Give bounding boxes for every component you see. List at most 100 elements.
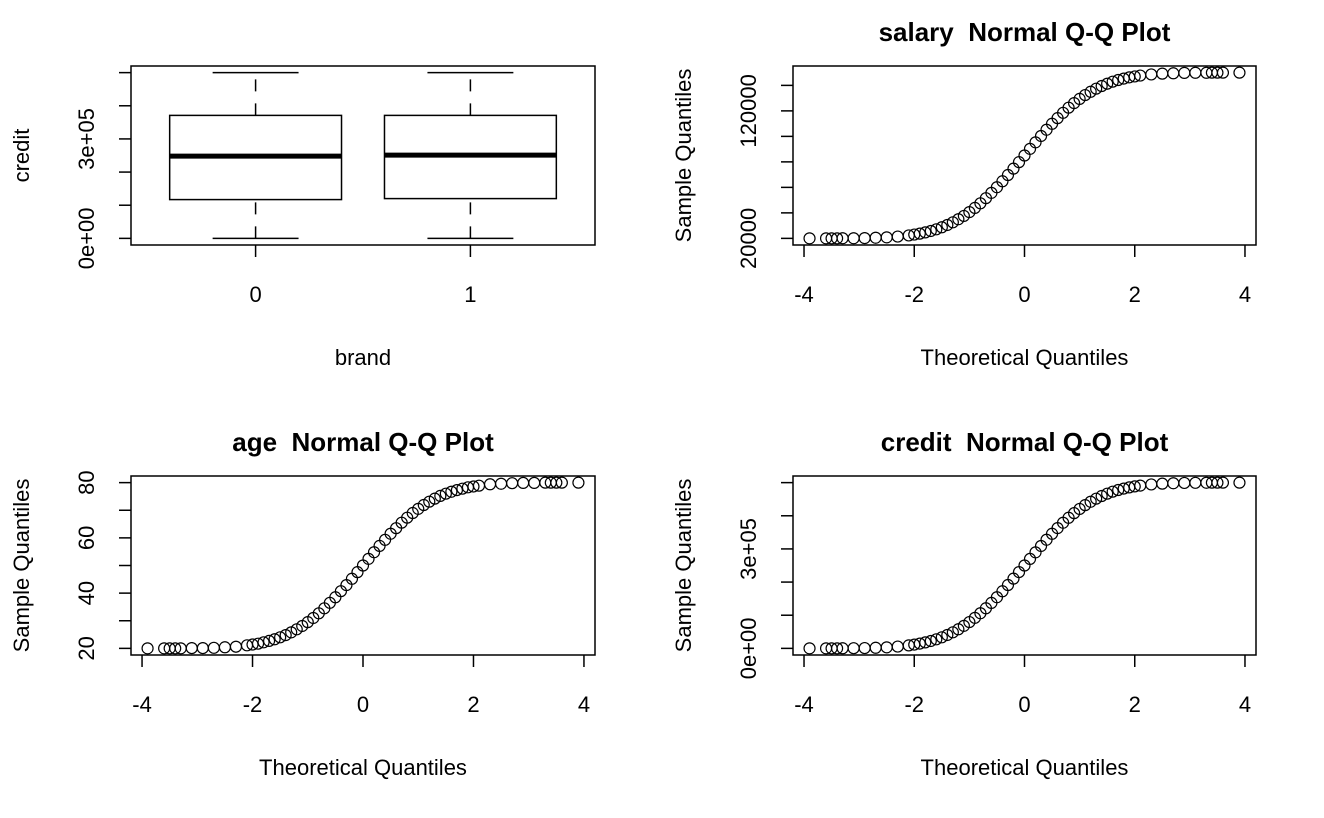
qq-point <box>517 476 530 490</box>
qq-point <box>869 641 882 654</box>
qq-point <box>1112 483 1125 497</box>
qq-point <box>434 489 447 502</box>
qq-point <box>1156 477 1169 490</box>
qq-point <box>1023 552 1037 566</box>
qq-point <box>880 641 893 654</box>
qq-point <box>924 634 937 648</box>
qq-point <box>450 483 464 497</box>
qq-point <box>1012 156 1026 169</box>
qq-point <box>847 642 860 655</box>
qq-point <box>169 642 182 655</box>
qq-point <box>207 641 220 654</box>
qq-point <box>356 559 370 572</box>
qq-point <box>880 231 893 244</box>
y-tick-label: 3e+05 <box>736 518 761 580</box>
qq-point <box>362 552 375 565</box>
chart-title: credit Normal Q-Q Plot <box>881 427 1169 457</box>
qq-point <box>830 642 844 655</box>
qq-point <box>483 478 497 491</box>
qq-point <box>1216 476 1230 489</box>
y-tick-label: 80 <box>74 470 99 494</box>
qq-point <box>1189 66 1202 79</box>
qq-point <box>196 641 209 655</box>
qq-point <box>1012 565 1026 579</box>
y-tick-label: 20000 <box>736 208 761 269</box>
qq-point <box>919 226 932 239</box>
x-tick-label: 4 <box>1239 282 1251 307</box>
plot-frame <box>130 65 596 246</box>
x-tick-label: 0 <box>1018 692 1030 717</box>
qq-point <box>1018 559 1031 572</box>
qq-point <box>930 633 943 646</box>
x-tick-label: 4 <box>578 692 590 717</box>
x-tick-label: 2 <box>1129 282 1141 307</box>
qq-point <box>555 476 568 489</box>
qq-point <box>1095 489 1108 503</box>
x-tick-label: 0 <box>1018 282 1030 307</box>
y-axis-label: Sample Quantiles <box>671 479 696 653</box>
qq-point <box>494 477 508 490</box>
qq-point <box>550 476 563 489</box>
qq-point <box>924 224 937 238</box>
x-tick-label: 4 <box>1239 692 1251 717</box>
y-axis-label: Sample Quantiles <box>671 69 696 243</box>
plot-frame <box>130 475 596 656</box>
qq-point <box>913 227 926 240</box>
plot-frame <box>792 475 1257 656</box>
x-axis-label: brand <box>335 345 391 370</box>
qq-point <box>218 641 232 654</box>
qq-point <box>1211 476 1224 489</box>
qq-point <box>262 634 276 648</box>
qq-point <box>1090 82 1103 95</box>
y-tick-label: 60 <box>74 526 99 550</box>
qq-point <box>1112 73 1125 87</box>
qq-point <box>891 640 904 653</box>
qq-point <box>279 629 292 642</box>
x-axis-label: Theoretical Quantiles <box>259 755 467 780</box>
qq-point <box>913 637 926 650</box>
qq-point <box>257 636 270 649</box>
qq-point <box>1101 77 1114 90</box>
qq-point <box>858 232 871 245</box>
qq-point <box>467 480 480 493</box>
qq-point <box>919 636 932 649</box>
qq-point <box>1128 70 1141 83</box>
y-tick-label: 0e+00 <box>736 617 761 679</box>
qq-point <box>1090 492 1103 505</box>
qq-point <box>830 232 844 245</box>
x-tick-label: -2 <box>243 692 263 717</box>
x-tick-label: -4 <box>794 692 814 717</box>
qq-point <box>869 231 882 244</box>
qq-point <box>1211 66 1224 79</box>
qq-point <box>439 487 452 500</box>
y-axis-label: Sample Quantiles <box>9 479 34 653</box>
y-tick-label: 40 <box>74 581 99 605</box>
qq-point <box>1178 66 1191 79</box>
qq-point <box>274 631 287 644</box>
x-tick-label: -4 <box>132 692 152 717</box>
qq-point <box>1145 68 1158 81</box>
qq-point <box>891 230 904 243</box>
x-tick-label: 0 <box>357 692 369 717</box>
x-axis-label: Theoretical Quantiles <box>921 345 1129 370</box>
qq-point <box>935 631 948 644</box>
qq-point <box>803 232 816 245</box>
qq-point <box>941 218 954 232</box>
qq-point <box>445 485 458 498</box>
qq-point <box>930 223 943 236</box>
y-tick-label: 3e+05 <box>74 108 99 170</box>
qq-point <box>1167 477 1180 490</box>
qq-point <box>229 640 243 653</box>
x-tick-label: 2 <box>467 692 479 717</box>
qq-point <box>1018 149 1031 162</box>
qq-point <box>1106 485 1119 498</box>
y-tick-label: 120000 <box>736 74 761 147</box>
plot-frame <box>792 65 1257 246</box>
x-tick-label: -2 <box>904 692 924 717</box>
qq-point <box>1233 476 1246 489</box>
qq-point <box>858 641 871 655</box>
qq-point <box>1095 79 1108 93</box>
x-tick-label: -4 <box>794 282 814 307</box>
